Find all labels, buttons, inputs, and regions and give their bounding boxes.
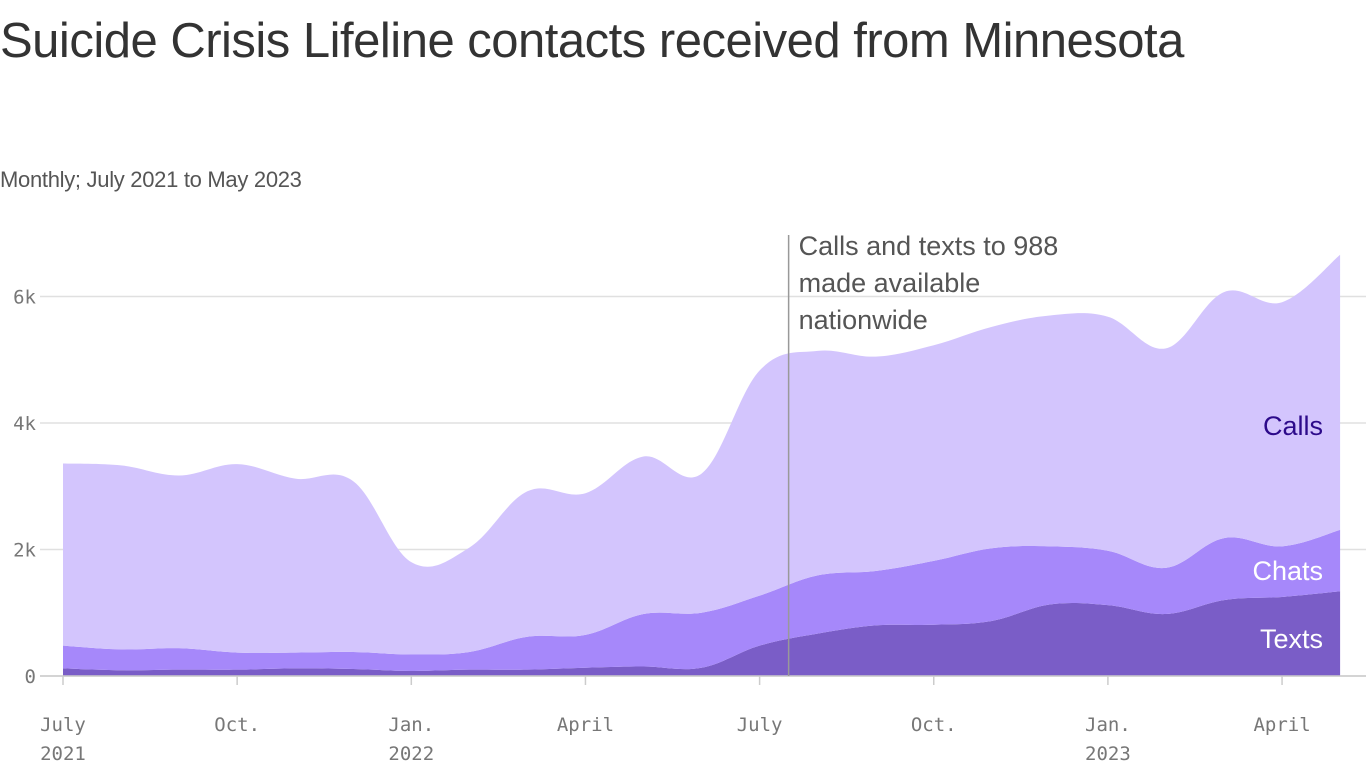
area-calls — [63, 254, 1341, 655]
series-label-calls: Calls — [1263, 411, 1323, 441]
y-tick-label: 2k — [13, 540, 36, 562]
x-tick-label: Jan. — [388, 714, 434, 736]
x-tick-label: April — [1253, 714, 1310, 736]
x-tick-year: 2023 — [1085, 743, 1131, 765]
y-tick-label: 0 — [25, 666, 36, 688]
x-tick-label: Jan. — [1085, 714, 1131, 736]
x-tick-label: Oct. — [214, 714, 260, 736]
x-tick-label: April — [557, 714, 614, 736]
series-label-chats: Chats — [1252, 556, 1323, 586]
annotation-text: made available — [799, 268, 981, 298]
chart-title: Suicide Crisis Lifeline contacts receive… — [0, 14, 1184, 68]
x-tick-year: 2022 — [388, 743, 434, 765]
y-tick-label: 4k — [13, 413, 36, 435]
annotation-text: Calls and texts to 988 — [799, 231, 1059, 261]
chart-subtitle: Monthly; July 2021 to May 2023 — [0, 167, 302, 192]
x-tick-label: July — [737, 714, 783, 736]
series-label-texts: Texts — [1260, 624, 1323, 654]
x-tick-label: Oct. — [911, 714, 957, 736]
x-tick-year: 2021 — [40, 743, 86, 765]
y-tick-label: 6k — [13, 287, 36, 309]
x-tick-label: July — [40, 714, 86, 736]
area-texts — [63, 591, 1341, 676]
annotation-text: nationwide — [799, 305, 928, 335]
area-chats — [63, 529, 1341, 671]
